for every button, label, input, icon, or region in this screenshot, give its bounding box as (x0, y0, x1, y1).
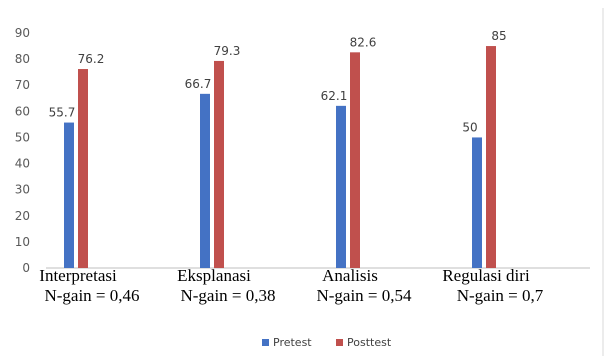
data-label-pretest: 66.7 (185, 77, 212, 91)
bar-pretest (472, 137, 482, 268)
category-sublabel: N-gain = 0,54 (316, 286, 412, 305)
y-tick-label: 10 (15, 235, 30, 249)
y-tick-label: 40 (15, 157, 30, 171)
y-axis: 0 10 20 30 40 50 60 70 80 90 (15, 26, 30, 275)
category-sublabel: N-gain = 0,38 (180, 286, 275, 305)
category-label: Regulasi diri (442, 266, 530, 285)
y-tick-label: 50 (15, 130, 30, 144)
category-sublabel: N-gain = 0,7 (457, 286, 544, 305)
y-tick-label: 90 (15, 26, 30, 40)
y-tick-label: 30 (15, 183, 30, 197)
bar-pretest (336, 105, 346, 268)
y-tick-label: 70 (15, 78, 30, 92)
bar-posttest (214, 60, 224, 268)
legend-swatch-pretest (262, 339, 269, 346)
data-label-posttest: 82.6 (350, 35, 377, 49)
y-tick-label: 80 (15, 52, 30, 66)
bars (64, 46, 496, 269)
y-tick-label: 0 (22, 261, 30, 275)
legend-label-posttest: Posttest (347, 336, 392, 349)
bar-pretest (64, 122, 74, 268)
bar-pretest (200, 93, 210, 268)
data-label-posttest: 79.3 (214, 44, 241, 58)
category-label: Eksplanasi (177, 266, 251, 285)
data-label-pretest: 62.1 (321, 89, 348, 103)
bar-posttest (486, 46, 496, 268)
legend-swatch-posttest (336, 339, 343, 346)
data-label-posttest: 85 (491, 29, 506, 43)
data-labels: 55.7 76.2 66.7 79.3 62.1 82.6 50 85 (49, 29, 507, 134)
category-sublabel: N-gain = 0,46 (44, 286, 139, 305)
y-tick-label: 60 (15, 104, 30, 118)
legend: Pretest Posttest (262, 336, 392, 349)
data-label-pretest: 50 (462, 120, 477, 134)
legend-label-pretest: Pretest (273, 336, 312, 349)
category-label: Analisis (322, 266, 378, 285)
bar-posttest (350, 52, 360, 269)
y-tick-label: 20 (15, 209, 30, 223)
bar-posttest (78, 69, 88, 269)
data-label-posttest: 76.2 (78, 52, 105, 66)
data-label-pretest: 55.7 (49, 106, 76, 120)
category-label: Interpretasi (39, 266, 117, 285)
